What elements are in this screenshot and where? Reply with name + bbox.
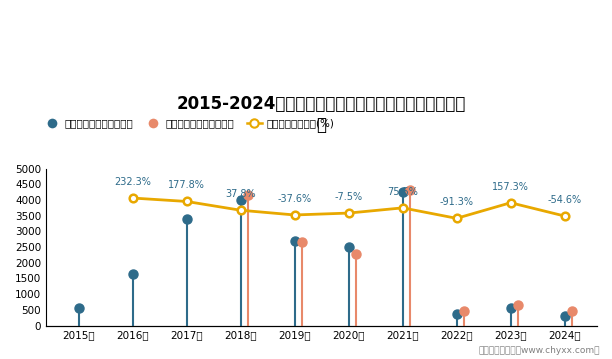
Text: -37.6%: -37.6% <box>277 194 312 204</box>
Text: -7.5%: -7.5% <box>335 192 363 202</box>
Text: -54.6%: -54.6% <box>548 195 581 205</box>
Text: 232.3%: 232.3% <box>114 177 151 187</box>
Title: 2015-2024年黑色金属冶炼和压延加工业企业利润统计
图: 2015-2024年黑色金属冶炼和压延加工业企业利润统计 图 <box>177 95 466 134</box>
Text: 157.3%: 157.3% <box>492 182 529 192</box>
Text: 177.8%: 177.8% <box>168 180 205 190</box>
Text: 37.8%: 37.8% <box>225 189 256 199</box>
Text: 制图：智研咨询（www.chyxx.com）: 制图：智研咨询（www.chyxx.com） <box>478 346 600 355</box>
Legend: 利润总额累计值（亿元）, 营业利润累计值（亿元）, 利润总额累计增长(%): 利润总额累计值（亿元）, 营业利润累计值（亿元）, 利润总额累计增长(%) <box>40 114 338 132</box>
Text: 75.5%: 75.5% <box>387 187 418 197</box>
Text: -91.3%: -91.3% <box>439 197 474 207</box>
